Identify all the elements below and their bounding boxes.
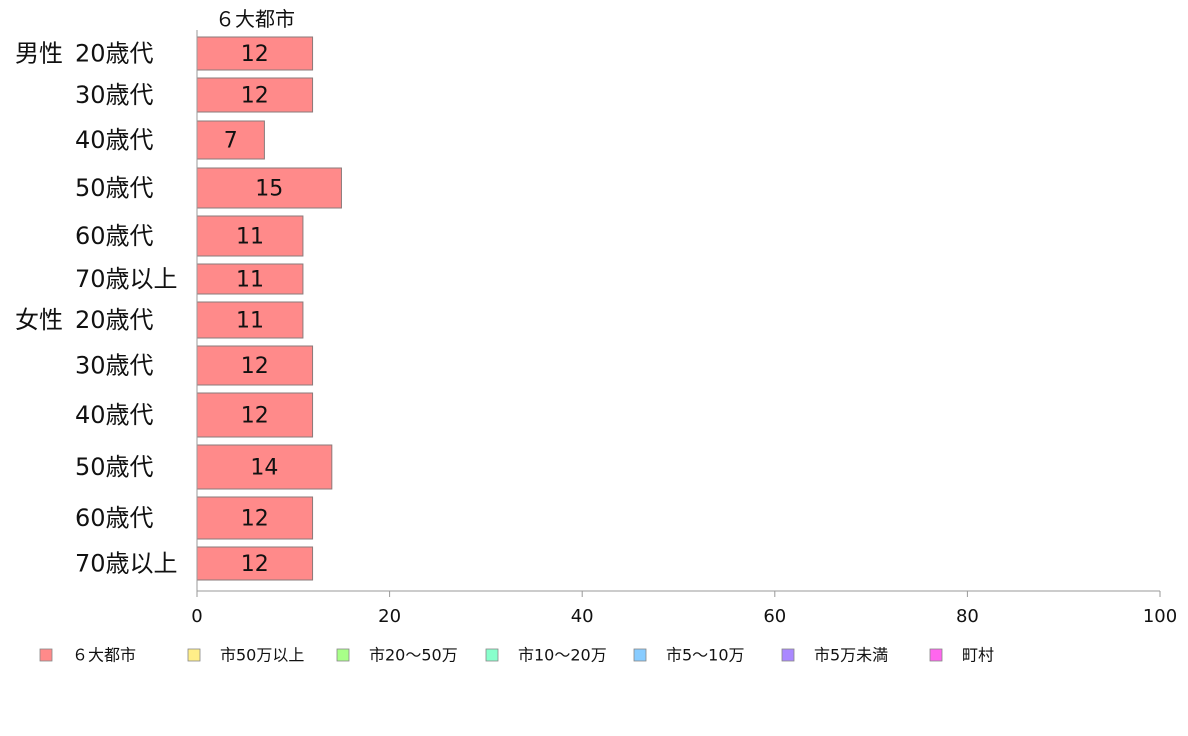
bar	[196, 120, 265, 160]
x-axis: 0 20 40 60 80 100	[191, 30, 1177, 627]
bar	[196, 167, 342, 209]
category-label: 70歳以上	[75, 265, 178, 293]
bar-value-label: 11	[236, 309, 264, 334]
legend-label: 町村	[962, 646, 994, 665]
bar-value-label: 12	[241, 507, 269, 532]
bar-value-label: 12	[241, 552, 269, 577]
legend-label: 市10〜20万	[518, 646, 607, 665]
category-label: 60歳代	[75, 504, 154, 532]
legend-swatch	[929, 648, 943, 662]
bar	[196, 215, 304, 257]
bar-value-label: 11	[236, 225, 264, 250]
legend-label: 市50万以上	[220, 646, 304, 665]
group-label: 女性	[15, 306, 63, 334]
bar-value-label: 12	[241, 84, 269, 109]
category-label: 60歳代	[75, 222, 154, 250]
x-tick-label: 0	[191, 606, 202, 627]
legend-swatch	[485, 648, 499, 662]
bar	[196, 546, 314, 581]
category-label: 30歳代	[75, 81, 154, 109]
category-label: 50歳代	[75, 453, 154, 481]
column-header: ６大都市	[215, 7, 295, 31]
legend: ６大都市 市50万以上 市20〜50万 市10〜20万 市5〜10万 市5万未満 町村	[39, 646, 994, 665]
legend-label: 市20〜50万	[369, 646, 458, 665]
bar-value-label: 12	[241, 354, 269, 379]
category-label: 20歳代	[75, 40, 154, 68]
legend-swatch	[781, 648, 795, 662]
group-label: 男性	[15, 40, 63, 68]
bar-value-label: 12	[241, 404, 269, 429]
x-tick-label: 20	[378, 606, 401, 627]
bar	[196, 77, 314, 113]
legend-swatch	[336, 648, 350, 662]
bar-value-label: 7	[224, 129, 238, 154]
category-label: 20歳代	[75, 306, 154, 334]
bar-value-label: 14	[250, 456, 278, 481]
x-tick-label: 60	[763, 606, 786, 627]
bar-value-label: 12	[241, 42, 269, 67]
x-tick-label: 80	[956, 606, 979, 627]
bar	[196, 36, 314, 71]
bar-value-label: 15	[255, 177, 283, 202]
legend-label: ６大都市	[72, 646, 136, 665]
bars-layer: ６大都市1220歳代男性1230歳代740歳代1550歳代1160歳代1170歳…	[15, 7, 342, 581]
legend-label: 市5万未満	[814, 646, 888, 665]
bar	[196, 496, 314, 540]
category-label: 40歳代	[75, 126, 154, 154]
category-label: 40歳代	[75, 401, 154, 429]
legend-swatch	[187, 648, 201, 662]
legend-label: 市5〜10万	[666, 646, 745, 665]
legend-swatch	[39, 648, 53, 662]
x-tick-label: 100	[1143, 606, 1177, 627]
category-label: 30歳代	[75, 352, 154, 380]
bar-value-label: 11	[236, 268, 264, 293]
bar	[196, 301, 304, 339]
x-tick-label: 40	[571, 606, 594, 627]
bar	[196, 444, 333, 490]
legend-swatch	[633, 648, 647, 662]
category-label: 50歳代	[75, 174, 154, 202]
category-label: 70歳以上	[75, 550, 178, 578]
